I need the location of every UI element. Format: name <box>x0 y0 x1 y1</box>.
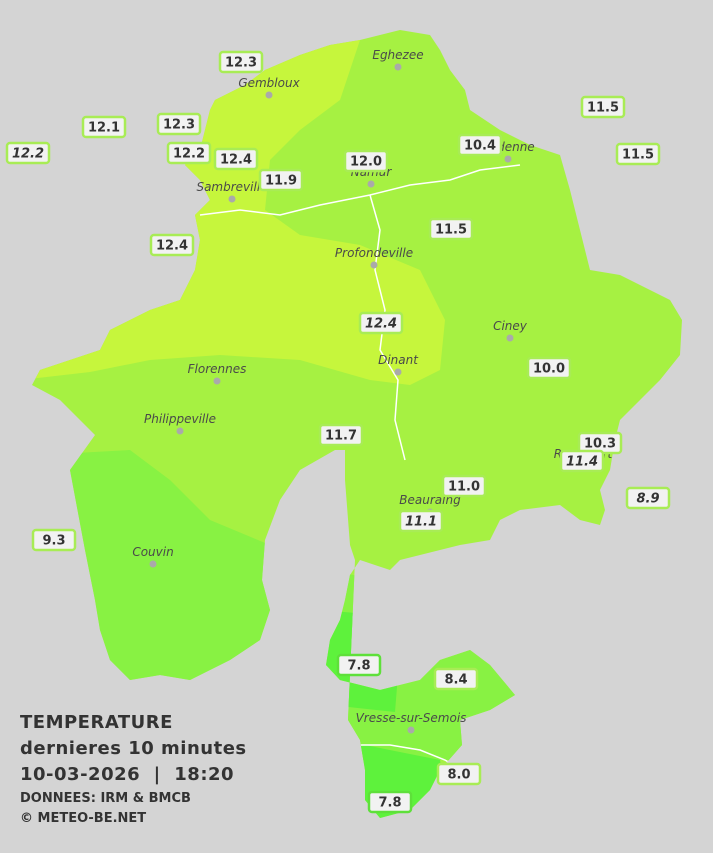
station-box <box>433 667 479 691</box>
city-dot <box>265 91 273 99</box>
station-value: 12.4 <box>365 317 397 332</box>
station-box <box>615 142 661 166</box>
station-box <box>441 474 487 498</box>
station-value: 7.8 <box>378 796 401 811</box>
station-box <box>213 147 259 171</box>
city-dot <box>176 427 184 435</box>
station-box <box>149 233 195 257</box>
station-value: 8.4 <box>444 673 467 688</box>
city-dot <box>213 377 221 385</box>
station-value: 12.4 <box>156 239 188 254</box>
city-name: Philippeville <box>144 412 216 426</box>
station-box <box>218 50 264 74</box>
station-value: 12.3 <box>225 56 257 71</box>
station-value: 12.1 <box>88 121 120 136</box>
stations: 12.3 12.1 12.3 12.2 12.2 12.4 11.9 12.0 10.4 11.5… <box>5 50 671 814</box>
station-box <box>336 653 382 677</box>
station-value: 12.2 <box>173 147 205 162</box>
station-box <box>5 141 51 165</box>
city-dot <box>407 726 415 734</box>
station-box <box>156 112 202 136</box>
station-value: 11.9 <box>265 174 297 189</box>
station-box <box>318 423 364 447</box>
station-value: 11.5 <box>435 223 467 238</box>
station-value: 11.7 <box>325 429 357 444</box>
city-name: Gembloux <box>238 76 300 90</box>
station-value: 12.0 <box>350 155 382 170</box>
station-value: 10.3 <box>584 437 616 452</box>
station-value: 8.0 <box>447 768 470 783</box>
station-value: 8.9 <box>636 492 659 507</box>
city-dot <box>367 180 375 188</box>
legend-subtitle: dernieres 10 minutes <box>20 738 247 759</box>
legend-source: DONNEES: IRM & BMCB <box>20 791 191 806</box>
station-box <box>526 356 572 380</box>
city-dot <box>506 334 514 342</box>
station-box <box>398 509 444 533</box>
station-value: 7.8 <box>347 659 370 674</box>
station-value: 12.4 <box>220 153 252 168</box>
station-value: 11.1 <box>405 515 437 530</box>
city-name: Dinant <box>378 353 419 367</box>
city-name: Eghezee <box>372 48 423 62</box>
station-box <box>81 115 127 139</box>
city-name: Couvin <box>132 545 173 559</box>
city-dot <box>228 195 236 203</box>
city-name: Florennes <box>188 362 247 376</box>
city-name: Vresse-sur-Semois <box>356 711 467 725</box>
city-dot <box>394 63 402 71</box>
station-box <box>580 95 626 119</box>
station-box <box>166 141 212 165</box>
station-value: 11.5 <box>587 101 619 116</box>
station-box <box>457 133 503 157</box>
station-box <box>428 217 474 241</box>
station-value: 9.3 <box>42 534 65 549</box>
legend-datetime: 10-03-2026 | 18:20 <box>20 764 235 785</box>
station-value: 12.3 <box>163 118 195 133</box>
city-name: Sambreville <box>196 180 267 194</box>
station-value: 11.5 <box>622 148 654 163</box>
city-dot <box>149 560 157 568</box>
station-box <box>258 168 304 192</box>
legend-copyright: © METEO-BE.NET <box>20 811 147 826</box>
station-box <box>436 762 482 786</box>
station-value: 11.4 <box>566 455 598 470</box>
station-box <box>358 311 404 335</box>
city-dot <box>370 261 378 269</box>
station-box <box>367 790 413 814</box>
city-name: Ciney <box>493 319 528 333</box>
station-box <box>31 528 77 552</box>
station-box <box>343 149 389 173</box>
city-name: Profondeville <box>335 246 413 260</box>
city-dot <box>504 155 512 163</box>
station-box <box>559 449 605 473</box>
city-dot <box>394 368 402 376</box>
station-box <box>625 486 671 510</box>
station-value: 10.0 <box>533 362 565 377</box>
station-value: 11.0 <box>448 480 480 495</box>
station-value: 12.2 <box>12 147 44 162</box>
station-value: 10.4 <box>464 139 496 154</box>
legend-title: TEMPERATURE <box>20 712 173 733</box>
